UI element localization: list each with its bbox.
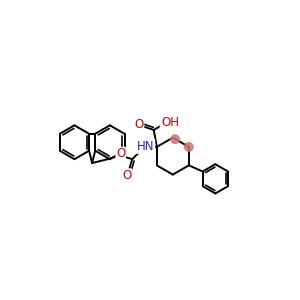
Circle shape [171,135,179,143]
Circle shape [184,142,193,151]
Text: O: O [122,169,131,182]
Text: O: O [116,147,125,160]
Text: HN: HN [136,140,154,153]
Text: O: O [134,118,144,131]
Text: OH: OH [161,116,179,129]
